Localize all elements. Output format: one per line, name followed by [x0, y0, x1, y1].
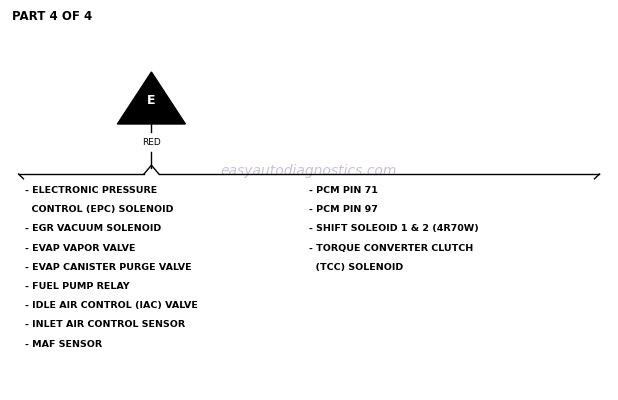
- Text: (TCC) SOLENOID: (TCC) SOLENOID: [309, 263, 404, 272]
- Text: - PCM PIN 97: - PCM PIN 97: [309, 205, 378, 214]
- Text: - FUEL PUMP RELAY: - FUEL PUMP RELAY: [25, 282, 129, 291]
- Text: - EVAP CANISTER PURGE VALVE: - EVAP CANISTER PURGE VALVE: [25, 263, 192, 272]
- Text: RED: RED: [142, 138, 161, 146]
- Text: - MAF SENSOR: - MAF SENSOR: [25, 340, 102, 348]
- Text: - EVAP VAPOR VALVE: - EVAP VAPOR VALVE: [25, 244, 135, 253]
- Text: - EGR VACUUM SOLENOID: - EGR VACUUM SOLENOID: [25, 224, 161, 233]
- Text: - SHIFT SOLEOID 1 & 2 (4R70W): - SHIFT SOLEOID 1 & 2 (4R70W): [309, 224, 479, 233]
- Text: - IDLE AIR CONTROL (IAC) VALVE: - IDLE AIR CONTROL (IAC) VALVE: [25, 301, 198, 310]
- Text: E: E: [147, 94, 156, 107]
- Text: CONTROL (EPC) SOLENOID: CONTROL (EPC) SOLENOID: [25, 205, 173, 214]
- Text: - ELECTRONIC PRESSURE: - ELECTRONIC PRESSURE: [25, 186, 157, 195]
- Text: - PCM PIN 71: - PCM PIN 71: [309, 186, 378, 195]
- Text: - TORQUE CONVERTER CLUTCH: - TORQUE CONVERTER CLUTCH: [309, 244, 473, 253]
- Text: PART 4 OF 4: PART 4 OF 4: [12, 10, 93, 23]
- Text: easyautodiagnostics.com: easyautodiagnostics.com: [221, 164, 397, 178]
- Polygon shape: [117, 72, 185, 124]
- Text: - INLET AIR CONTROL SENSOR: - INLET AIR CONTROL SENSOR: [25, 320, 185, 330]
